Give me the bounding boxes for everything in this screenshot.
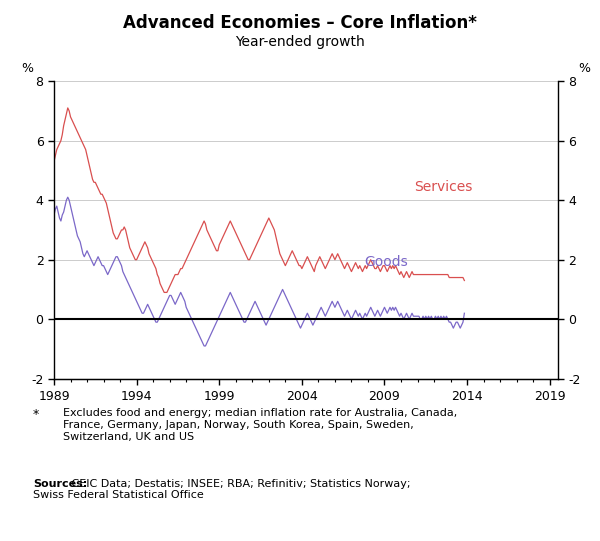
Text: Advanced Economies – Core Inflation*: Advanced Economies – Core Inflation* <box>123 14 477 31</box>
Text: Year-ended growth: Year-ended growth <box>235 35 365 49</box>
Text: Goods: Goods <box>364 255 408 269</box>
Text: CEIC Data; Destatis; INSEE; RBA; Refinitiv; Statistics Norway;
Swiss Federal Sta: CEIC Data; Destatis; INSEE; RBA; Refinit… <box>33 479 410 500</box>
Text: %: % <box>21 62 33 75</box>
Text: %: % <box>578 62 590 75</box>
Text: *: * <box>33 408 39 421</box>
Text: Excludes food and energy; median inflation rate for Australia, Canada,
France, G: Excludes food and energy; median inflati… <box>63 408 457 441</box>
Text: Sources:: Sources: <box>33 479 87 489</box>
Text: Services: Services <box>415 180 473 194</box>
